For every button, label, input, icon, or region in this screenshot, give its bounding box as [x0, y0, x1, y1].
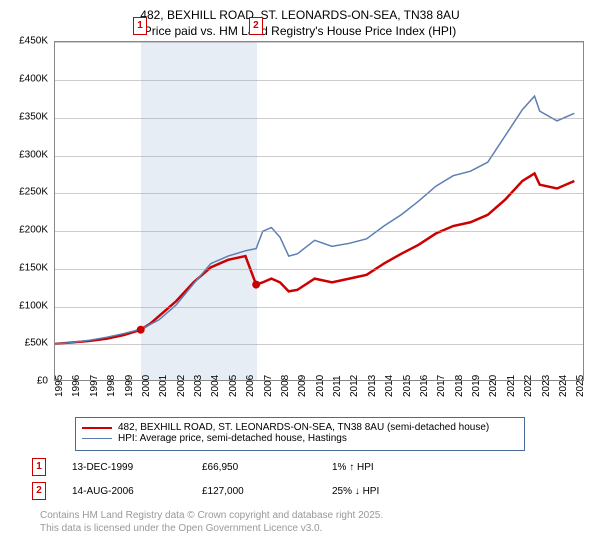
x-tick-label: 1995 [54, 375, 65, 397]
title-line-2: Price paid vs. HM Land Registry's House … [10, 24, 590, 40]
y-tick-label: £50K [25, 338, 48, 349]
x-tick-label: 2012 [349, 375, 360, 397]
y-tick-label: £350K [19, 111, 48, 122]
chart-title: 482, BEXHILL ROAD, ST. LEONARDS-ON-SEA, … [0, 0, 600, 41]
y-tick-label: £100K [19, 300, 48, 311]
x-tick-label: 2005 [228, 375, 239, 397]
sale-number: 1 [32, 458, 46, 476]
y-tick-label: £400K [19, 73, 48, 84]
x-tick-label: 2010 [315, 375, 326, 397]
y-axis: £0£50K£100K£150K£200K£250K£300K£350K£400… [10, 41, 52, 381]
sale-row: 1 13-DEC-1999£66,9501% ↑ HPI [20, 455, 580, 479]
x-tick-label: 1998 [106, 375, 117, 397]
sale-note: 1% ↑ HPI [332, 462, 374, 473]
x-tick-label: 1997 [89, 375, 100, 397]
x-tick-label: 2009 [297, 375, 308, 397]
x-axis: 1995199619971998199920002001200220032004… [54, 383, 584, 413]
gridline [55, 307, 583, 308]
x-tick-label: 2002 [176, 375, 187, 397]
sale-date: 14-AUG-2006 [72, 486, 202, 497]
x-tick-label: 2025 [575, 375, 586, 397]
gridline [55, 42, 583, 43]
legend-box: 482, BEXHILL ROAD, ST. LEONARDS-ON-SEA, … [75, 417, 525, 451]
sale-dot [137, 326, 145, 334]
gridline [55, 193, 583, 194]
sale-date: 13-DEC-1999 [72, 462, 202, 473]
sale-marker: 2 [249, 17, 263, 35]
x-tick-label: 2022 [523, 375, 534, 397]
x-tick-label: 2004 [210, 375, 221, 397]
series-price_paid [55, 174, 574, 345]
sale-marker: 1 [133, 17, 147, 35]
chart-plot [54, 41, 584, 381]
x-tick-label: 2006 [245, 375, 256, 397]
x-tick-label: 1999 [124, 375, 135, 397]
x-tick-label: 2003 [193, 375, 204, 397]
y-tick-label: £0 [37, 376, 48, 387]
legend-label: HPI: Average price, semi-detached house,… [118, 433, 347, 444]
x-tick-label: 2017 [436, 375, 447, 397]
attribution-line-2: This data is licensed under the Open Gov… [40, 522, 560, 535]
x-tick-label: 2020 [488, 375, 499, 397]
title-line-1: 482, BEXHILL ROAD, ST. LEONARDS-ON-SEA, … [10, 8, 590, 24]
y-tick-label: £200K [19, 225, 48, 236]
legend-swatch [82, 427, 112, 429]
plot-area: £0 £50K £100K £150K £200K £250K £300K £350K £400… [10, 41, 590, 413]
y-tick-label: £450K [19, 36, 48, 47]
sales-list: 1 13-DEC-1999£66,9501% ↑ HPI 2 14-AUG-2006£… [20, 455, 580, 503]
legend-label: 482, BEXHILL ROAD, ST. LEONARDS-ON-SEA, … [118, 422, 489, 433]
y-tick-label: £150K [19, 262, 48, 273]
x-tick-label: 2008 [280, 375, 291, 397]
x-tick-label: 2000 [141, 375, 152, 397]
x-tick-label: 2024 [558, 375, 569, 397]
x-tick-label: 2016 [419, 375, 430, 397]
sale-dot [252, 281, 260, 289]
x-tick-label: 2023 [541, 375, 552, 397]
sale-row: 2 14-AUG-2006£127,00025% ↓ HPI [20, 479, 580, 503]
chart-svg [55, 42, 583, 380]
gridline [55, 344, 583, 345]
gridline [55, 80, 583, 81]
sale-number: 2 [32, 482, 46, 500]
x-tick-label: 2013 [367, 375, 378, 397]
sale-note: 25% ↓ HPI [332, 486, 379, 497]
sale-price: £127,000 [202, 486, 332, 497]
legend-item: 482, BEXHILL ROAD, ST. LEONARDS-ON-SEA, … [80, 422, 520, 433]
x-tick-label: 2019 [471, 375, 482, 397]
x-tick-label: 2001 [158, 375, 169, 397]
gridline [55, 269, 583, 270]
gridline [55, 118, 583, 119]
x-tick-label: 2015 [402, 375, 413, 397]
x-tick-label: 1996 [71, 375, 82, 397]
attribution-line-1: Contains HM Land Registry data © Crown c… [40, 509, 560, 522]
x-tick-label: 2011 [332, 376, 343, 398]
x-tick-label: 2014 [384, 375, 395, 397]
legend-section: 482, BEXHILL ROAD, ST. LEONARDS-ON-SEA, … [20, 417, 580, 535]
attribution: Contains HM Land Registry data © Crown c… [20, 503, 580, 535]
y-tick-label: £300K [19, 149, 48, 160]
y-tick-label: £250K [19, 187, 48, 198]
sale-price: £66,950 [202, 462, 332, 473]
legend-item: HPI: Average price, semi-detached house,… [80, 433, 520, 444]
x-tick-label: 2018 [454, 375, 465, 397]
gridline [55, 156, 583, 157]
gridline [55, 231, 583, 232]
x-tick-label: 2021 [506, 375, 517, 397]
legend-swatch [82, 438, 112, 439]
x-tick-label: 2007 [263, 375, 274, 397]
